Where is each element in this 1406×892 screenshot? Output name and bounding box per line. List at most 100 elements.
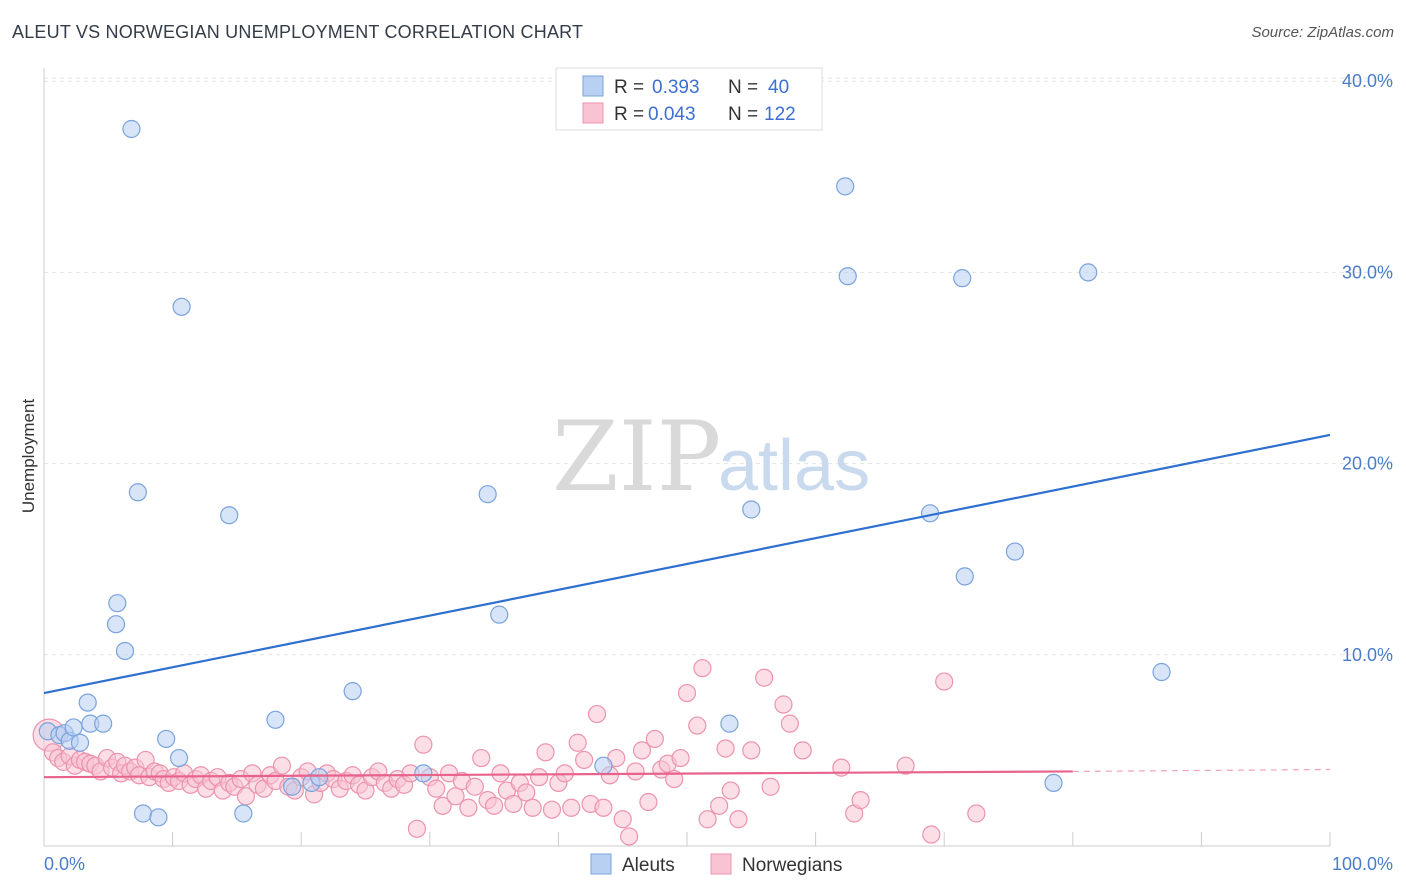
norwegian-point xyxy=(575,750,594,770)
norwegian-point xyxy=(688,716,707,735)
norwegian-point xyxy=(716,739,735,758)
aleut-point xyxy=(157,729,176,749)
norwegian-point xyxy=(935,672,954,691)
x-tick-label-1: 0.0% xyxy=(44,854,85,874)
norwegian-point xyxy=(414,735,433,754)
norwegian-point xyxy=(568,733,587,752)
y-tick-label-3: 30.0% xyxy=(1342,262,1393,282)
aleut-point xyxy=(1005,542,1025,561)
aleut-point xyxy=(169,748,189,768)
y-tick-label-1: 10.0% xyxy=(1342,645,1393,665)
norwegian-point xyxy=(721,781,740,800)
legend-swatch-aleut xyxy=(582,75,604,97)
norwegian-point xyxy=(774,695,793,714)
aleut-point xyxy=(1079,263,1098,282)
norwegian-point xyxy=(542,800,562,819)
norwegian-point xyxy=(485,796,504,815)
norwegian-point xyxy=(620,827,639,846)
axes xyxy=(43,68,1331,847)
aleut-point xyxy=(414,764,433,783)
aleut-point xyxy=(266,710,285,729)
watermark-atlas: atlas xyxy=(718,426,870,506)
norwegian-point xyxy=(698,810,717,829)
legend-aleut-n-value: 40 xyxy=(768,77,789,98)
grid-lines xyxy=(44,77,1392,656)
aleut-point xyxy=(343,682,362,701)
legend-norwegian-r-value: 0.043 xyxy=(648,104,696,125)
norwegian-point xyxy=(755,668,774,687)
aleut-point xyxy=(128,483,147,502)
legend-swatch-norwegian xyxy=(582,102,604,124)
aleut-point xyxy=(108,594,127,613)
correlation-legend: R = 0.393 N = 40 R = 0.043 N = 122 xyxy=(555,67,823,131)
aleut-point xyxy=(70,733,90,752)
norwegian-trend-line xyxy=(43,770,1073,779)
norwegian-point xyxy=(613,810,632,829)
norwegian-point xyxy=(742,741,761,760)
norwegian-point xyxy=(851,791,870,810)
watermark: ZIP atlas xyxy=(552,401,870,513)
norwegian-point xyxy=(407,819,427,838)
norwegian-point xyxy=(433,796,452,815)
aleut-point xyxy=(490,605,509,624)
norwegian-point xyxy=(472,748,491,768)
norwegian-trend-extension xyxy=(1072,768,1331,773)
norwegian-point xyxy=(780,714,799,733)
chart-title: ALEUT VS NORWEGIAN UNEMPLOYMENT CORRELAT… xyxy=(12,22,584,42)
norwegian-point xyxy=(272,756,292,775)
aleut-point xyxy=(594,756,613,775)
aleut-point xyxy=(838,267,857,286)
aleut-point xyxy=(283,777,302,796)
aleut-points xyxy=(38,119,1171,827)
aleut-point xyxy=(955,567,974,586)
norwegian-point xyxy=(587,704,607,724)
aleut-point xyxy=(149,808,168,827)
y-tick-label-4: 40.0% xyxy=(1342,71,1393,91)
bottom-legend-norwegian: Norwegians xyxy=(742,855,842,876)
norwegian-point xyxy=(523,798,542,817)
x-tick-label-2: 100.0% xyxy=(1332,854,1393,874)
series-legend: Aleuts Norwegians xyxy=(590,853,842,876)
norwegian-point xyxy=(446,787,465,806)
source-credit: Source: ZipAtlas.com xyxy=(1251,24,1394,41)
aleut-point xyxy=(1044,773,1063,793)
aleut-point xyxy=(115,641,135,661)
tick-labels: 10.0% 20.0% 30.0% 40.0% 0.0% 100.0% xyxy=(44,71,1393,874)
legend-aleut-r-label: R = xyxy=(614,77,644,98)
aleut-point xyxy=(220,506,239,525)
aleut-point xyxy=(106,615,126,634)
norwegian-point xyxy=(729,810,748,829)
legend-norwegian-n-value: 122 xyxy=(764,104,796,125)
norwegian-point xyxy=(530,768,549,787)
trend-lines xyxy=(43,433,1331,779)
aleut-point xyxy=(64,718,83,737)
norwegian-point xyxy=(677,683,697,703)
aleut-point xyxy=(122,119,141,139)
norwegian-point xyxy=(639,792,658,812)
y-axis-title: Unemployment xyxy=(19,399,38,514)
aleut-point xyxy=(720,714,739,733)
norwegian-point xyxy=(491,764,510,783)
bottom-legend-swatch-aleut xyxy=(590,853,612,875)
norwegian-point xyxy=(465,777,484,796)
aleut-point xyxy=(478,485,497,504)
legend-norwegian-n-label: N = xyxy=(728,104,758,125)
norwegian-point xyxy=(632,741,652,760)
norwegian-point xyxy=(896,756,915,775)
norwegian-point xyxy=(693,659,712,678)
norwegian-point xyxy=(594,798,613,817)
norwegian-point xyxy=(504,794,523,814)
aleut-trend-line xyxy=(43,433,1331,695)
norwegian-point xyxy=(427,779,446,798)
norwegian-point xyxy=(710,796,729,815)
aleut-point xyxy=(94,714,113,733)
norwegian-point xyxy=(626,762,645,781)
aleut-point xyxy=(78,693,97,712)
legend-aleut-n-label: N = xyxy=(728,77,758,98)
legend-aleut-r-value: 0.393 xyxy=(652,77,700,98)
aleut-point xyxy=(310,768,329,787)
norwegian-point xyxy=(536,743,555,762)
norwegian-point xyxy=(671,748,690,768)
y-tick-label-2: 20.0% xyxy=(1342,454,1393,474)
